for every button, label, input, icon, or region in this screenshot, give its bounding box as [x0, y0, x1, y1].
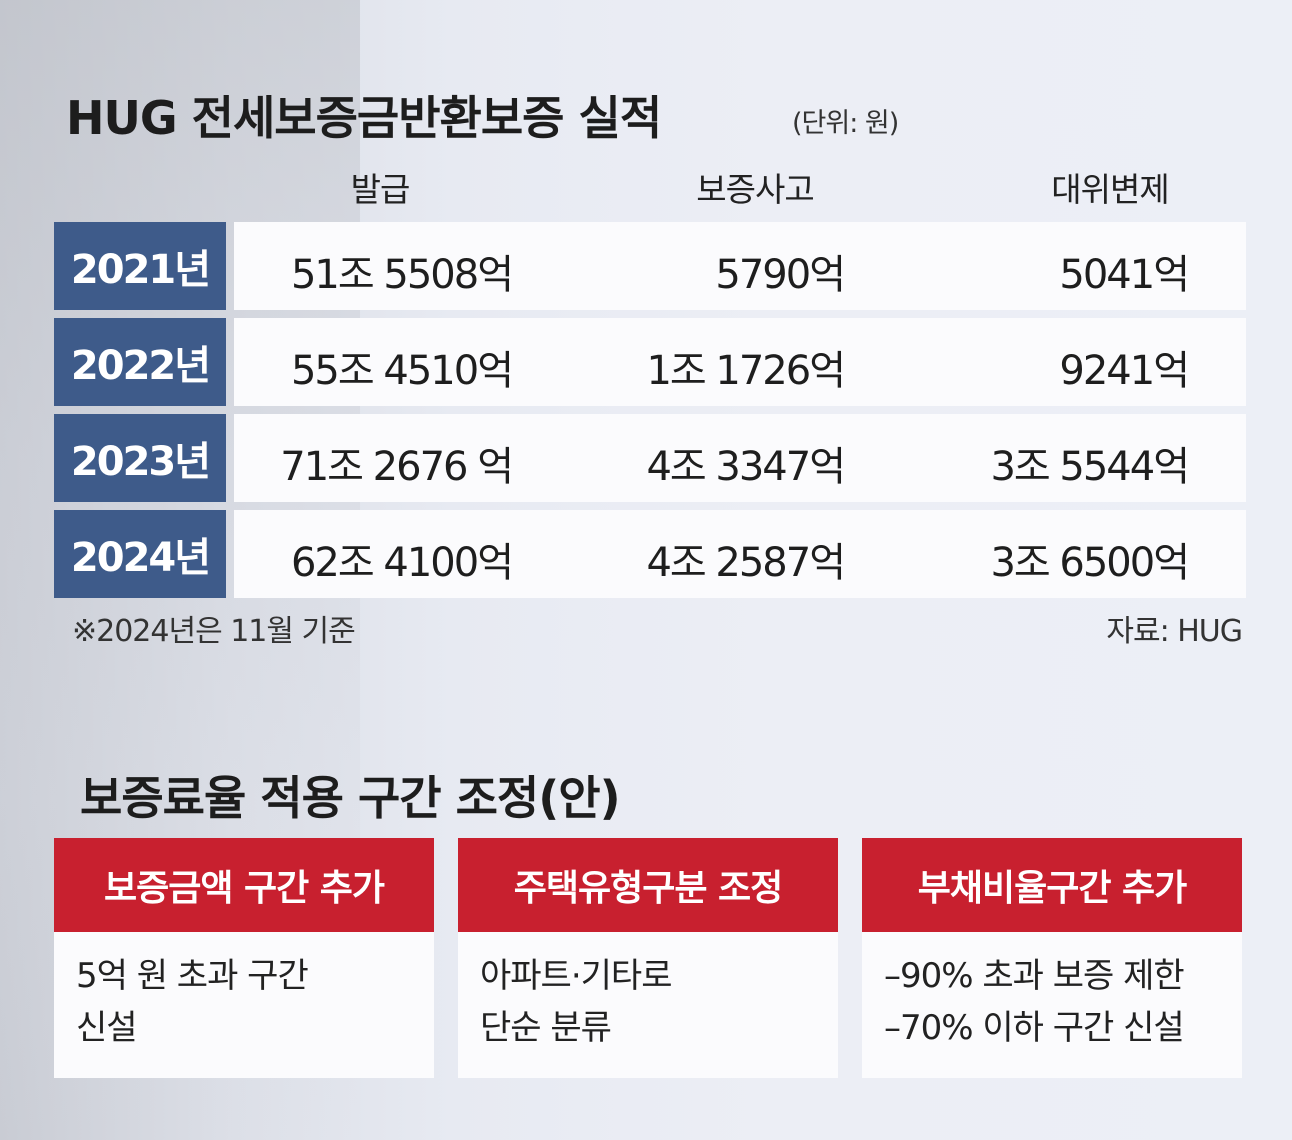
- card-header: 부채비율구간 추가: [862, 838, 1242, 932]
- column-header-issuance: 발급: [350, 170, 411, 209]
- card-body: 5억 원 초과 구간 신설: [54, 932, 434, 1078]
- card-line: 아파트·기타로: [480, 956, 673, 996]
- table-row: 2023년 71조 2676 억 4조 3347억 3조 5544억: [54, 414, 1246, 502]
- card-deposit-range: 보증금액 구간 추가 5억 원 초과 구간 신설: [54, 838, 434, 1078]
- card-line: 5억 원 초과 구간: [76, 956, 309, 996]
- accidents-value: 4조 3347억: [646, 444, 846, 490]
- subrogation-value: 9241억: [1059, 348, 1190, 394]
- column-header-accidents: 보증사고: [696, 170, 814, 209]
- source-label: 자료: HUG: [1106, 614, 1243, 649]
- year-badge: 2023년: [54, 414, 226, 502]
- table-row: 2024년 62조 4100억 4조 2587억 3조 6500억: [54, 510, 1246, 598]
- card-body: –90% 초과 보증 제한 –70% 이하 구간 신설: [862, 932, 1242, 1078]
- issuance-value: 71조 2676 억: [280, 444, 514, 490]
- year-badge: 2022년: [54, 318, 226, 406]
- row-cells: 62조 4100억 4조 2587억 3조 6500억: [234, 510, 1246, 598]
- accidents-value: 4조 2587억: [646, 540, 846, 586]
- subrogation-value: 3조 5544억: [990, 444, 1190, 490]
- footnote: ※2024년은 11월 기준: [72, 614, 356, 649]
- row-cells: 71조 2676 억 4조 3347억 3조 5544억: [234, 414, 1246, 502]
- issuance-value: 55조 4510억: [290, 348, 514, 394]
- issuance-value: 51조 5508억: [290, 252, 514, 298]
- card-header: 주택유형구분 조정: [458, 838, 838, 932]
- column-header-subrogation: 대위변제: [1051, 170, 1169, 209]
- accidents-value: 5790억: [715, 252, 846, 298]
- accidents-value: 1조 1726억: [646, 348, 846, 394]
- card-debt-ratio: 부채비율구간 추가 –90% 초과 보증 제한 –70% 이하 구간 신설: [862, 838, 1242, 1078]
- issuance-value: 62조 4100억: [290, 540, 514, 586]
- year-badge: 2021년: [54, 222, 226, 310]
- card-line: 단순 분류: [480, 1008, 612, 1048]
- year-badge: 2024년: [54, 510, 226, 598]
- card-line: –70% 이하 구간 신설: [884, 1008, 1185, 1048]
- table-row: 2022년 55조 4510억 1조 1726억 9241억: [54, 318, 1246, 406]
- table-row: 2021년 51조 5508억 5790억 5041억: [54, 222, 1246, 310]
- card-line: –90% 초과 보증 제한: [884, 956, 1185, 996]
- card-header: 보증금액 구간 추가: [54, 838, 434, 932]
- card-housing-type: 주택유형구분 조정 아파트·기타로 단순 분류: [458, 838, 838, 1078]
- card-body: 아파트·기타로 단순 분류: [458, 932, 838, 1078]
- unit-label: (단위: 원): [792, 108, 899, 139]
- subrogation-value: 3조 6500억: [990, 540, 1190, 586]
- table-title: HUG 전세보증금반환보증 실적: [66, 91, 662, 145]
- section-title: 보증료율 적용 구간 조정(안): [80, 771, 621, 825]
- row-cells: 55조 4510억 1조 1726억 9241억: [234, 318, 1246, 406]
- row-cells: 51조 5508억 5790억 5041억: [234, 222, 1246, 310]
- card-line: 신설: [76, 1008, 138, 1048]
- subrogation-value: 5041억: [1059, 252, 1190, 298]
